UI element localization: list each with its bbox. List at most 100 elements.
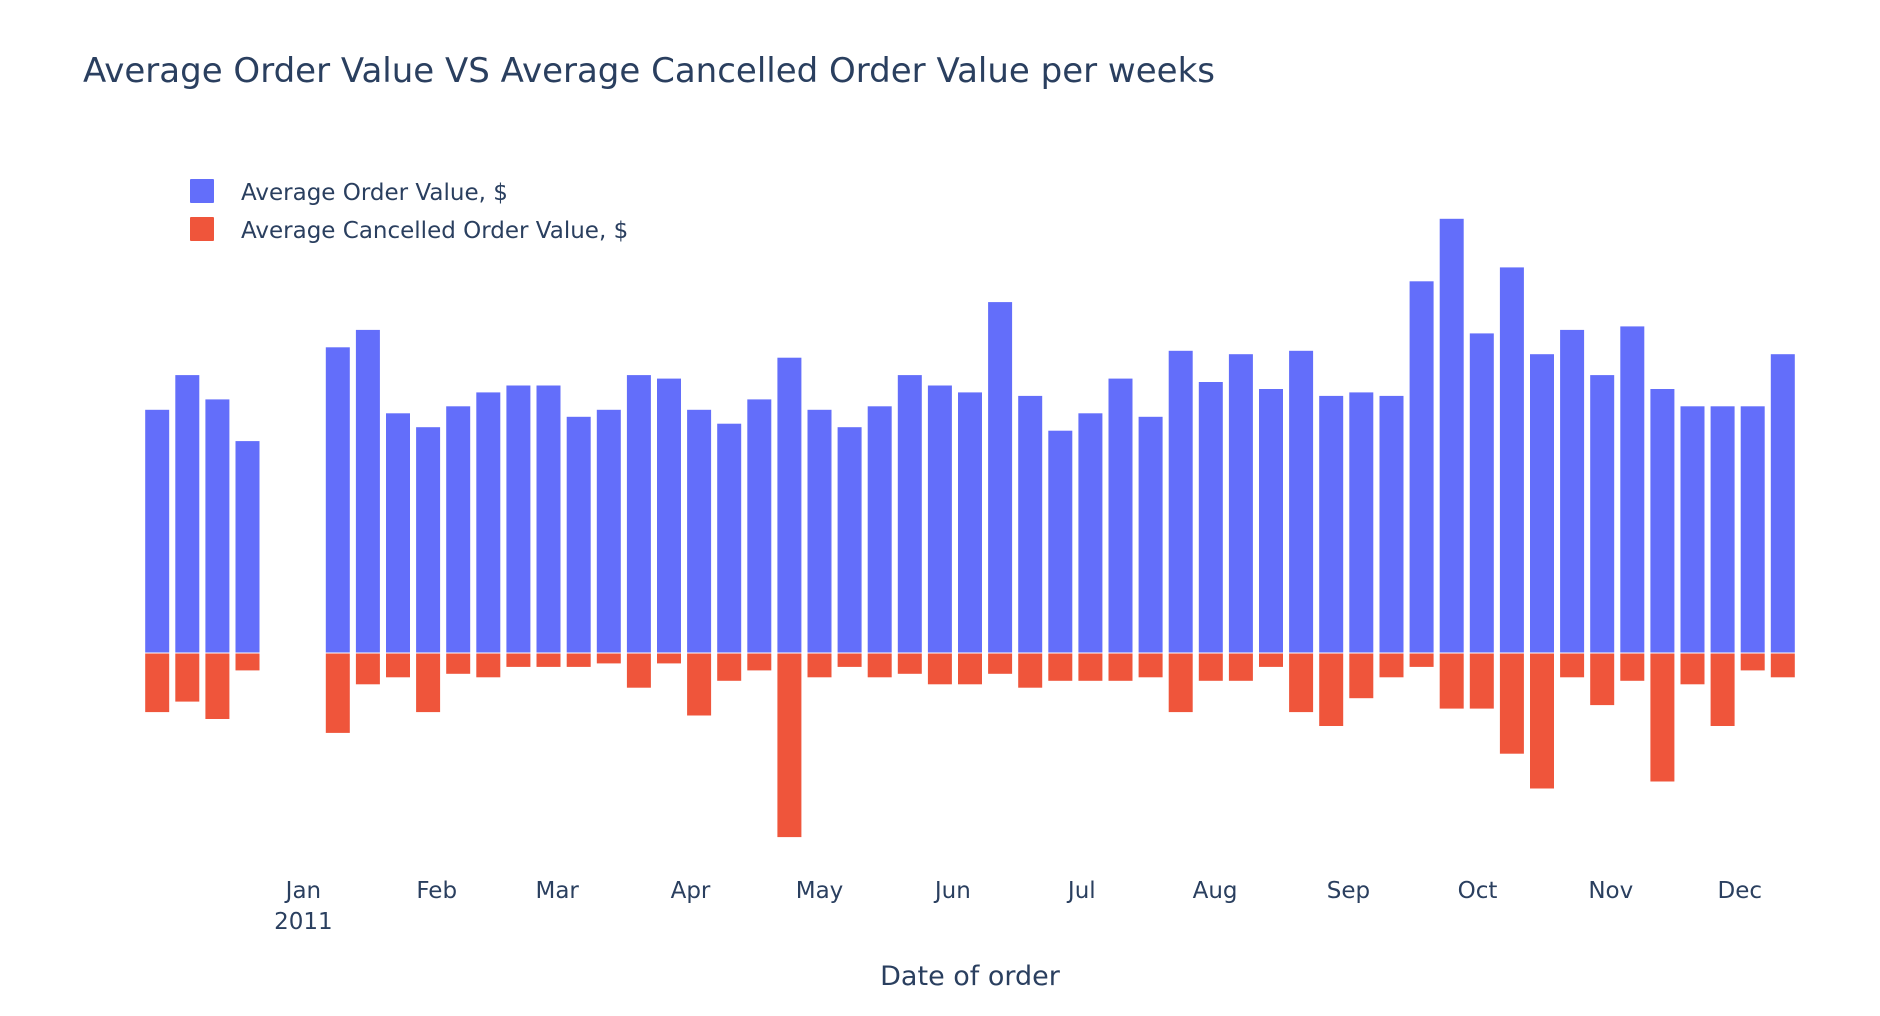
bar-cancelled-value[interactable]	[837, 653, 862, 667]
bar-order-value[interactable]	[446, 406, 471, 653]
bar-order-value[interactable]	[988, 302, 1013, 653]
bar-order-value[interactable]	[566, 416, 591, 653]
bar-cancelled-value[interactable]	[446, 653, 471, 674]
bar-cancelled-value[interactable]	[897, 653, 922, 674]
bar-order-value[interactable]	[626, 375, 651, 653]
bar-order-value[interactable]	[927, 385, 952, 654]
bar-cancelled-value[interactable]	[1650, 653, 1675, 782]
bar-order-value[interactable]	[747, 399, 772, 653]
bar-cancelled-value[interactable]	[596, 653, 621, 664]
bar-order-value[interactable]	[476, 392, 501, 653]
bar-order-value[interactable]	[1228, 354, 1253, 653]
bar-order-value[interactable]	[958, 392, 982, 653]
bar-order-value[interactable]	[1740, 406, 1765, 653]
bar-cancelled-value[interactable]	[1198, 653, 1223, 681]
bar-order-value[interactable]	[897, 375, 922, 653]
bar-order-value[interactable]	[687, 409, 712, 653]
bar-order-value[interactable]	[1259, 389, 1283, 653]
bar-cancelled-value[interactable]	[867, 653, 892, 678]
bar-order-value[interactable]	[1680, 406, 1705, 653]
bar-order-value[interactable]	[657, 378, 681, 653]
bar-cancelled-value[interactable]	[717, 653, 742, 681]
bar-order-value[interactable]	[1650, 389, 1675, 653]
legend-label-order-value[interactable]: Average Order Value, $	[241, 180, 508, 206]
bar-cancelled-value[interactable]	[1379, 653, 1404, 678]
bar-order-value[interactable]	[1108, 378, 1133, 653]
bar-order-value[interactable]	[807, 409, 832, 653]
bar-order-value[interactable]	[1319, 395, 1344, 653]
legend-label-cancelled-value[interactable]: Average Cancelled Order Value, $	[241, 218, 628, 244]
bar-order-value[interactable]	[777, 357, 802, 653]
bar-cancelled-value[interactable]	[235, 653, 260, 671]
bar-order-value[interactable]	[1349, 392, 1374, 653]
bar-cancelled-value[interactable]	[626, 653, 651, 688]
bar-cancelled-value[interactable]	[1560, 653, 1585, 678]
bar-cancelled-value[interactable]	[807, 653, 832, 678]
bar-order-value[interactable]	[1469, 333, 1494, 653]
bar-cancelled-value[interactable]	[1680, 653, 1705, 685]
bar-order-value[interactable]	[1168, 350, 1193, 653]
bar-cancelled-value[interactable]	[1048, 653, 1073, 681]
bar-order-value[interactable]	[1018, 395, 1043, 653]
bar-order-value[interactable]	[235, 441, 260, 653]
bar-cancelled-value[interactable]	[657, 653, 681, 664]
bar-order-value[interactable]	[1379, 395, 1404, 653]
bar-cancelled-value[interactable]	[927, 653, 952, 685]
bar-cancelled-value[interactable]	[988, 653, 1013, 674]
bar-cancelled-value[interactable]	[1078, 653, 1103, 681]
bar-cancelled-value[interactable]	[566, 653, 591, 667]
bar-order-value[interactable]	[506, 385, 531, 654]
bar-cancelled-value[interactable]	[175, 653, 200, 702]
bar-order-value[interactable]	[325, 347, 350, 653]
bar-order-value[interactable]	[1289, 350, 1314, 653]
bar-cancelled-value[interactable]	[1168, 653, 1193, 713]
bar-cancelled-value[interactable]	[205, 653, 230, 719]
bar-order-value[interactable]	[1048, 430, 1073, 653]
bar-cancelled-value[interactable]	[506, 653, 531, 667]
bar-cancelled-value[interactable]	[1530, 653, 1554, 789]
bar-cancelled-value[interactable]	[476, 653, 501, 678]
bar-order-value[interactable]	[1590, 375, 1615, 653]
bar-cancelled-value[interactable]	[687, 653, 712, 716]
legend-swatch-order-value[interactable]	[190, 179, 214, 203]
bar-cancelled-value[interactable]	[1469, 653, 1494, 709]
bar-cancelled-value[interactable]	[1349, 653, 1374, 699]
bar-cancelled-value[interactable]	[958, 653, 982, 685]
bar-order-value[interactable]	[1138, 416, 1163, 653]
bar-order-value[interactable]	[717, 423, 742, 653]
bar-order-value[interactable]	[1560, 329, 1585, 653]
bar-order-value[interactable]	[867, 406, 892, 653]
bar-cancelled-value[interactable]	[1228, 653, 1253, 681]
bar-order-value[interactable]	[596, 409, 621, 653]
bar-cancelled-value[interactable]	[1770, 653, 1795, 678]
bar-cancelled-value[interactable]	[416, 653, 441, 713]
bar-cancelled-value[interactable]	[1259, 653, 1283, 667]
bar-cancelled-value[interactable]	[1620, 653, 1645, 681]
bar-cancelled-value[interactable]	[1018, 653, 1043, 688]
bar-cancelled-value[interactable]	[325, 653, 350, 733]
bar-order-value[interactable]	[1530, 354, 1554, 653]
bar-order-value[interactable]	[145, 409, 170, 653]
bar-order-value[interactable]	[1409, 281, 1434, 653]
bar-cancelled-value[interactable]	[1108, 653, 1133, 681]
bar-order-value[interactable]	[355, 329, 380, 653]
bar-cancelled-value[interactable]	[386, 653, 410, 678]
legend-swatch-cancelled-value[interactable]	[190, 217, 214, 241]
bar-order-value[interactable]	[1499, 267, 1524, 653]
bar-cancelled-value[interactable]	[536, 653, 561, 667]
bar-order-value[interactable]	[536, 385, 561, 654]
bar-cancelled-value[interactable]	[1590, 653, 1615, 706]
bar-cancelled-value[interactable]	[747, 653, 772, 671]
bar-order-value[interactable]	[837, 427, 862, 653]
bar-cancelled-value[interactable]	[777, 653, 802, 838]
bar-order-value[interactable]	[1198, 382, 1223, 653]
bar-cancelled-value[interactable]	[145, 653, 170, 713]
bar-cancelled-value[interactable]	[1409, 653, 1434, 667]
bar-order-value[interactable]	[1620, 326, 1645, 653]
bar-order-value[interactable]	[1710, 406, 1735, 653]
bar-cancelled-value[interactable]	[1710, 653, 1735, 726]
bar-cancelled-value[interactable]	[1289, 653, 1314, 713]
bar-cancelled-value[interactable]	[1439, 653, 1464, 709]
bar-cancelled-value[interactable]	[1319, 653, 1344, 726]
bar-cancelled-value[interactable]	[1138, 653, 1163, 678]
